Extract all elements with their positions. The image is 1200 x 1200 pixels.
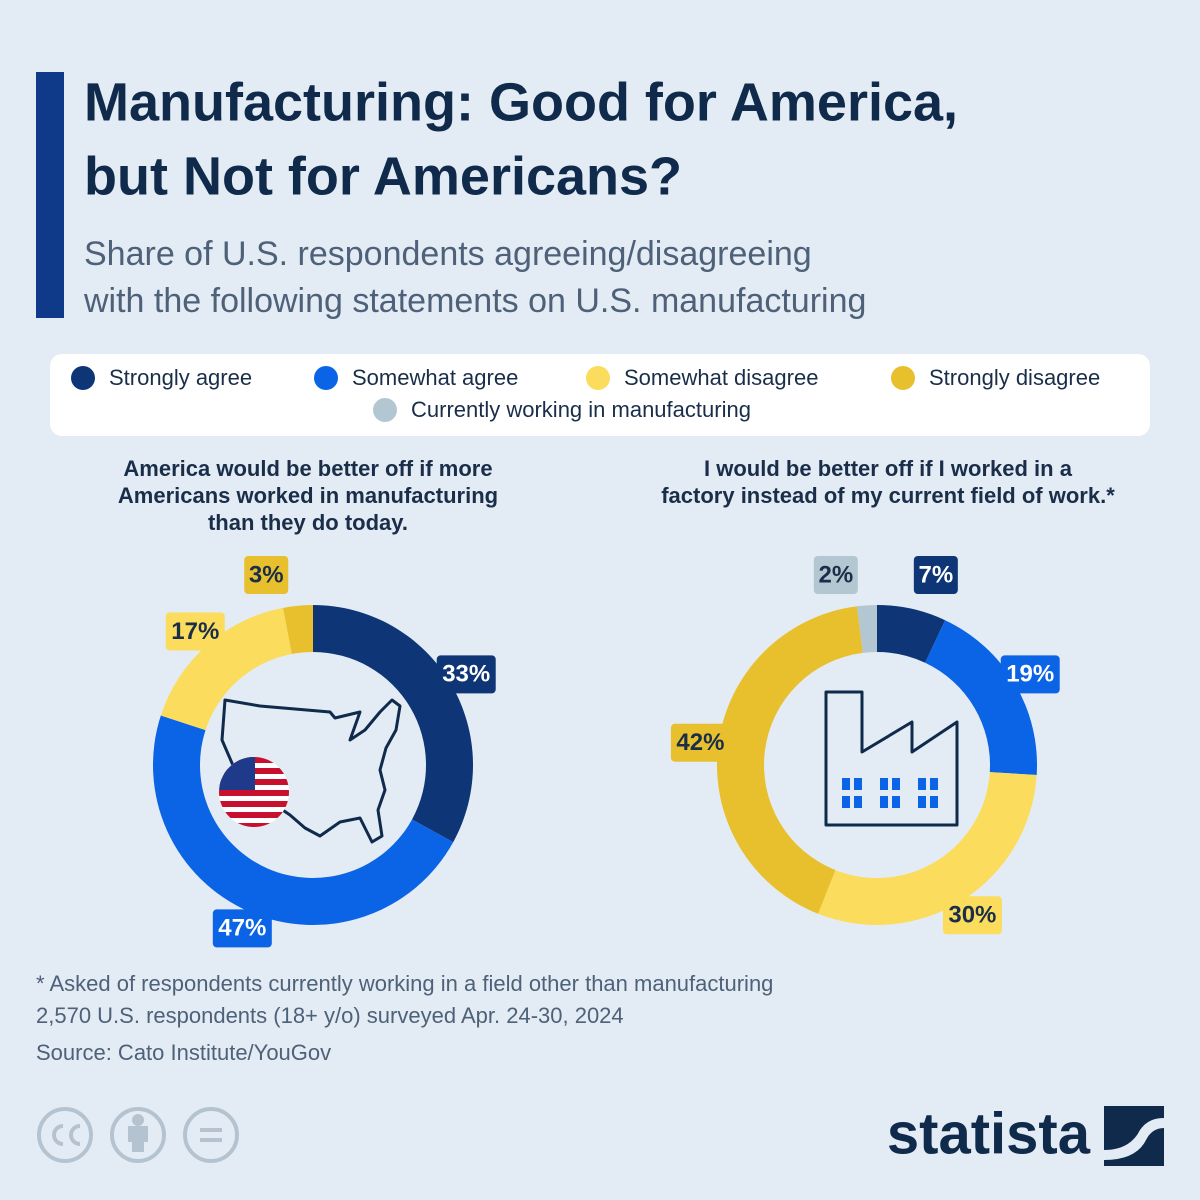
subtitle: Share of U.S. respondents agreeing/disag… — [84, 235, 812, 273]
donut-segment — [818, 772, 1037, 925]
value-label-box — [244, 556, 289, 594]
value-label-box — [813, 556, 858, 594]
legend-label: Strongly agree — [109, 365, 252, 390]
donut-segment — [283, 605, 313, 655]
value-label: 42% — [676, 729, 724, 756]
legend-swatch — [891, 366, 915, 390]
title: Manufacturing: Good for America, — [84, 72, 958, 132]
value-label-box — [165, 612, 225, 651]
value-label: 47% — [218, 915, 266, 942]
factory-icon — [824, 690, 959, 827]
value-label-box — [913, 556, 958, 594]
legend-label: Strongly disagree — [929, 365, 1100, 390]
title: but Not for Americans? — [84, 146, 682, 206]
legend-swatch — [586, 366, 610, 390]
value-label-box — [670, 723, 730, 762]
donut-segment — [160, 607, 292, 731]
value-label-box — [1000, 655, 1060, 694]
footnote: 2,570 U.S. respondents (18+ y/o) surveye… — [36, 1003, 624, 1028]
value-label: 2% — [818, 561, 853, 588]
footnote: * Asked of respondents currently working… — [36, 971, 773, 996]
legend-label: Somewhat agree — [352, 365, 518, 390]
value-label: 19% — [1006, 661, 1054, 688]
donut-segment — [313, 605, 474, 843]
value-label-box — [212, 909, 272, 948]
chart-title: Americans worked in manufacturing — [118, 483, 498, 508]
value-label-box — [942, 896, 1002, 935]
donut-segment — [877, 605, 946, 663]
legend-swatch — [373, 398, 397, 422]
brand-icon — [1104, 1106, 1164, 1166]
value-label-box — [436, 655, 496, 694]
chart-title: than they do today. — [208, 510, 408, 535]
donut-segment — [717, 606, 863, 914]
donut-segment — [152, 715, 454, 926]
donut-segment — [856, 605, 877, 653]
license-icons — [37, 1107, 239, 1163]
brand-logo: statista — [887, 1101, 1091, 1166]
us-flag-icon — [219, 757, 289, 827]
value-label: 3% — [249, 561, 284, 588]
legend: Strongly agree Somewhat agree Somewhat dis… — [71, 365, 1100, 422]
chart-title: America would be better off if more — [123, 456, 492, 481]
value-label: 17% — [171, 618, 219, 645]
legend-label: Somewhat disagree — [624, 365, 818, 390]
accent-bar — [36, 72, 64, 318]
legend-swatch — [314, 366, 338, 390]
charts: America would be better off if moreAmeri… — [118, 456, 1115, 948]
value-label: 33% — [442, 661, 490, 688]
chart-title: I would be better off if I worked in a — [704, 456, 1073, 481]
source: Source: Cato Institute/YouGov — [36, 1040, 331, 1065]
donut-segment — [925, 620, 1037, 776]
subtitle: with the following statements on U.S. ma… — [83, 282, 866, 320]
chart-title: factory instead of my current field of w… — [661, 483, 1115, 508]
value-label: 30% — [948, 902, 996, 929]
legend-swatch — [71, 366, 95, 390]
value-label: 7% — [918, 561, 953, 588]
legend-label: Currently working in manufacturing — [411, 397, 751, 422]
